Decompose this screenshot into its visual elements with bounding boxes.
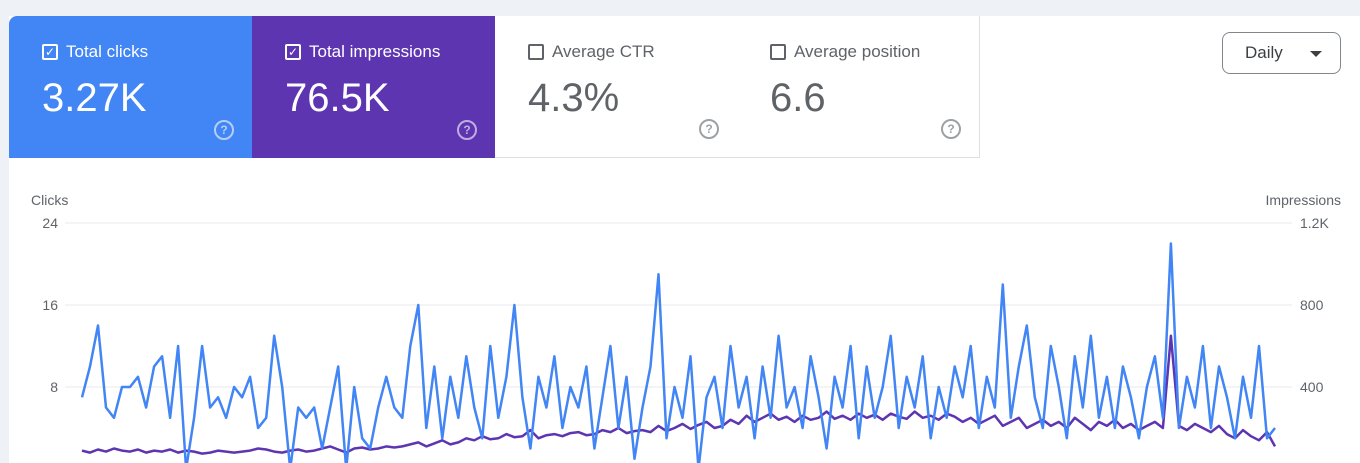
help-icon[interactable]: ? <box>699 119 719 139</box>
right-tick-label: 400 <box>1300 379 1324 395</box>
right-tick-label: 0 <box>1300 461 1308 463</box>
help-icon[interactable]: ? <box>941 119 961 139</box>
metric-card-total-clicks[interactable]: ✓ Total clicks 3.27K ? <box>9 16 252 158</box>
period-dropdown[interactable]: Daily <box>1222 32 1341 74</box>
metric-label: Average position <box>794 42 921 61</box>
left-tick-label: 8 <box>50 379 58 395</box>
right-axis-title: Impressions <box>1265 192 1341 208</box>
help-icon[interactable]: ? <box>214 120 234 140</box>
metric-value: 76.5K <box>285 76 390 120</box>
right-tick-label: 1.2K <box>1300 215 1329 231</box>
metric-label: Total impressions <box>309 42 441 61</box>
series-line-clicks <box>80 242 1276 463</box>
caret-down-icon <box>1310 51 1322 57</box>
series-line-impressions <box>81 334 1277 455</box>
checkbox-unchecked-icon[interactable] <box>528 44 544 60</box>
metric-card-average-ctr[interactable]: Average CTR 4.3% ? <box>495 16 738 158</box>
left-tick-label: 0 <box>50 461 58 463</box>
metric-card-average-position[interactable]: Average position 6.6 ? <box>737 16 980 158</box>
metric-label: Average CTR <box>552 42 655 61</box>
metric-value: 4.3% <box>528 76 620 120</box>
metric-label: Total clicks <box>66 42 149 61</box>
metric-card-total-impressions[interactable]: ✓ Total impressions 76.5K ? <box>252 16 495 158</box>
left-axis-title: Clicks <box>31 192 69 208</box>
checkbox-unchecked-icon[interactable] <box>770 44 786 60</box>
checkbox-checked-icon[interactable]: ✓ <box>285 44 301 60</box>
help-icon[interactable]: ? <box>457 120 477 140</box>
left-tick-label: 24 <box>42 215 58 231</box>
checkbox-checked-icon[interactable]: ✓ <box>42 44 58 60</box>
metric-value: 6.6 <box>770 76 826 120</box>
period-value: Daily <box>1245 43 1283 62</box>
right-tick-label: 800 <box>1300 297 1324 313</box>
left-tick-label: 16 <box>42 297 58 313</box>
metric-value: 3.27K <box>42 76 147 120</box>
